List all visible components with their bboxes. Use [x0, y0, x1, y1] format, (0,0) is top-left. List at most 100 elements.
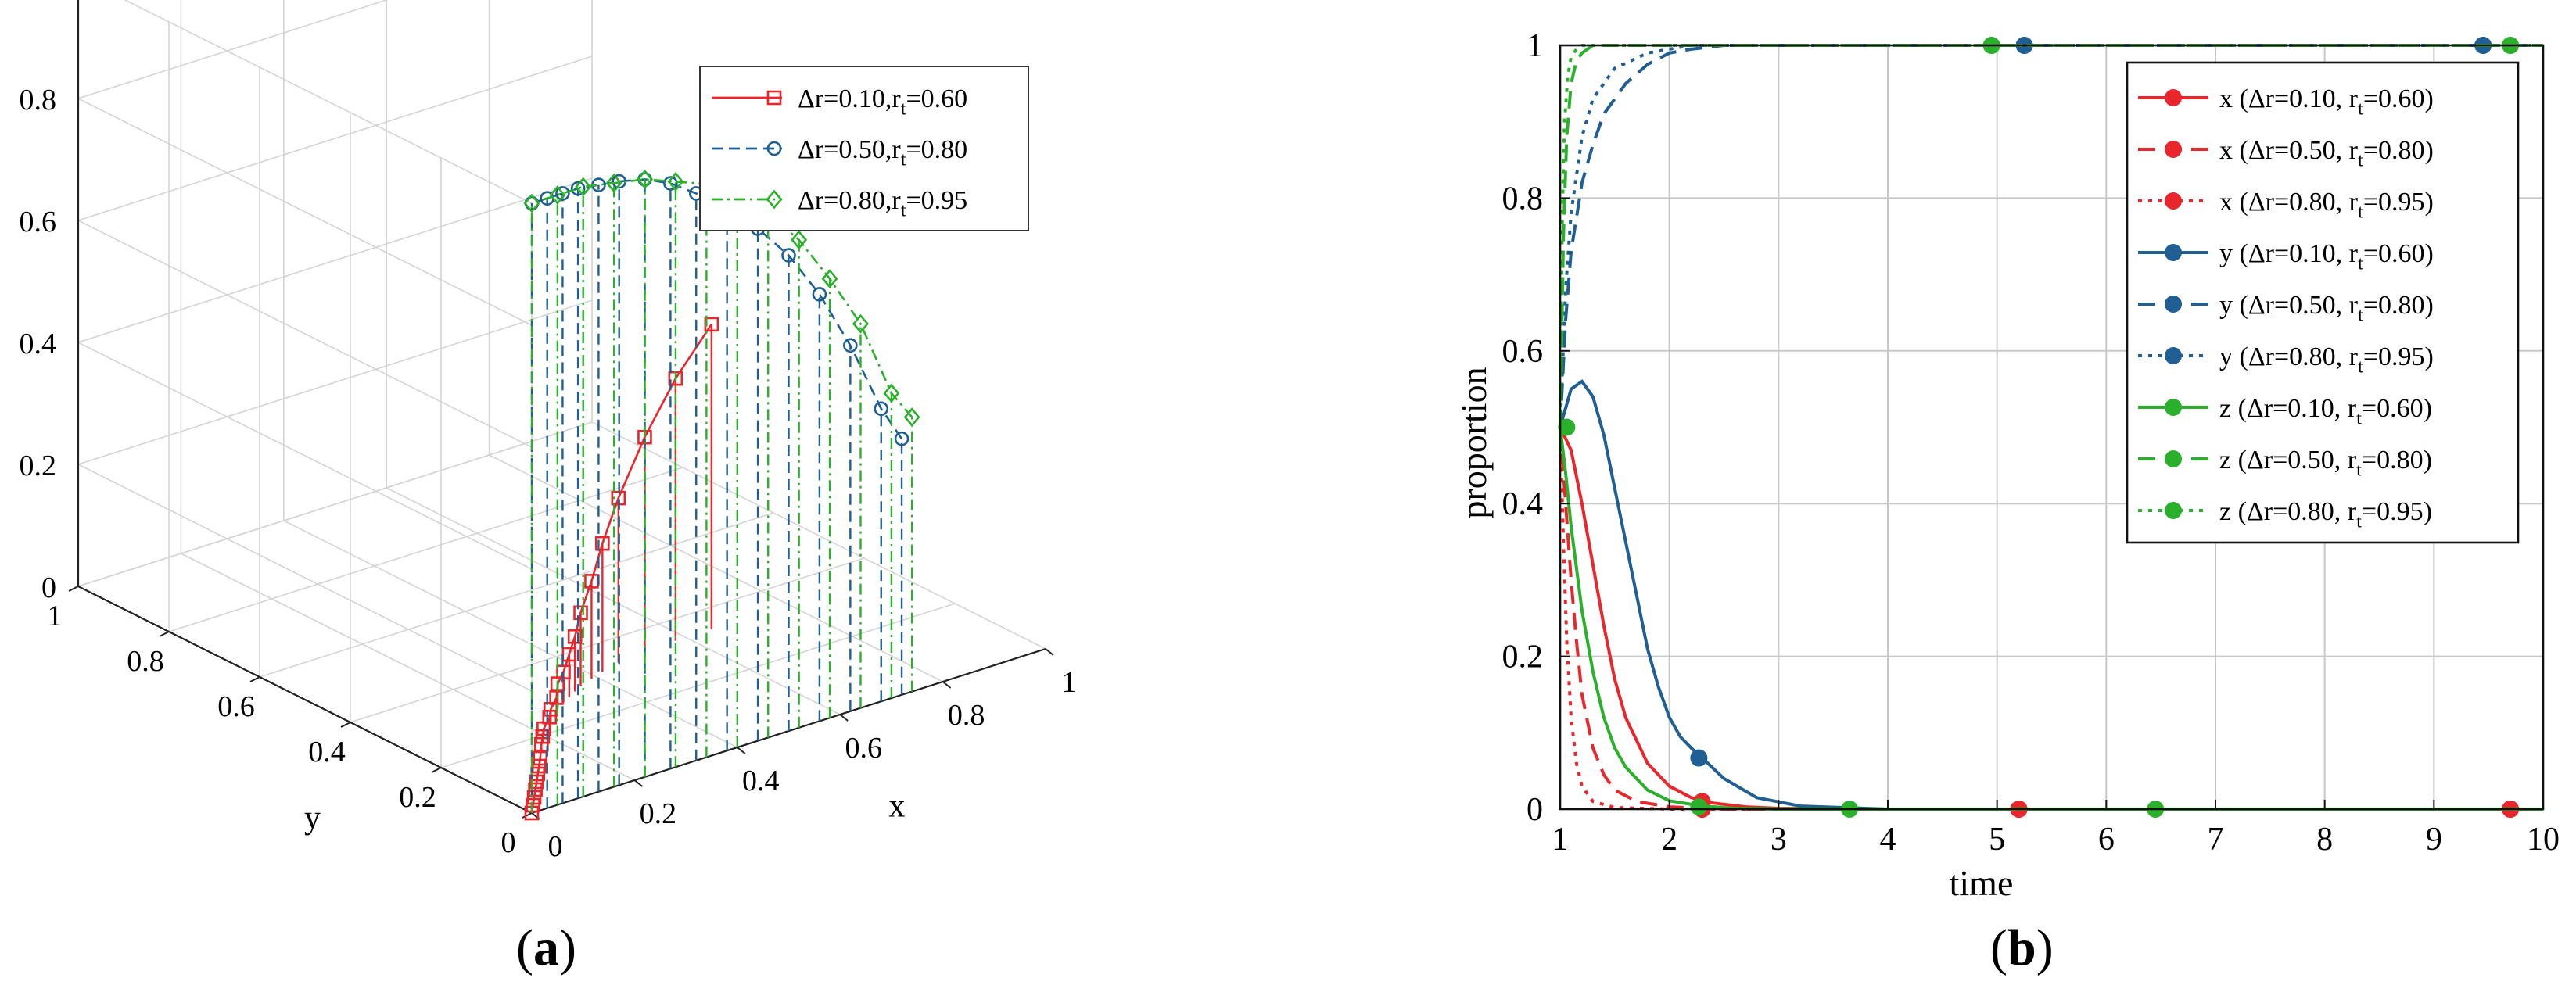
legend-b-marker [2165, 502, 2182, 519]
x-tick-label: 5 [1989, 822, 2005, 858]
y-tick-mark [340, 722, 351, 728]
trajectory-marker [852, 313, 869, 334]
y-tick-label: 0.8 [1502, 181, 1544, 217]
legend-b-marker [2165, 89, 2182, 106]
x-axis-label: x [888, 789, 905, 825]
legend-a-marker [766, 189, 783, 210]
trajectory-marker [575, 177, 592, 197]
trajectory-marker [843, 338, 858, 353]
z-tick-label: 0.4 [20, 328, 57, 360]
x-tick-label: 0 [548, 830, 563, 863]
y-tick-mark [431, 767, 442, 773]
trajectory-marker [526, 797, 540, 813]
trajectory-marker [534, 736, 549, 752]
x-tick-mark [633, 779, 644, 787]
x-tick-label: 2 [1661, 822, 1677, 858]
y-tick-mark [249, 676, 260, 682]
y-tick-label: 0 [1527, 792, 1543, 828]
panel-label-b: (b) [1990, 919, 2054, 976]
legend-b-label: y (Δr=0.50, rt=0.80) [2219, 291, 2434, 326]
x-tick-label: 4 [1880, 822, 1896, 858]
y-tick-mark [522, 812, 533, 819]
plot-frame [1559, 44, 2545, 811]
z-tick-label: 0.8 [20, 84, 57, 116]
legend-b-label: z (Δr=0.10, rt=0.60) [2219, 394, 2432, 429]
trajectory-marker [531, 758, 547, 774]
legend-a-label: Δr=0.50,rt=0.80 [798, 135, 967, 170]
x-tick-mark [1045, 648, 1054, 656]
y-axis-line [77, 586, 533, 814]
legend-a-marker [766, 90, 782, 106]
trajectory-marker [529, 774, 544, 790]
y-tick-label: 0.2 [1502, 639, 1544, 675]
trajectory-marker [595, 536, 610, 551]
series-marker [1558, 418, 1576, 436]
trajectory-marker [663, 176, 678, 191]
trajectory-marker [533, 750, 548, 766]
legend-a-marker [766, 141, 782, 156]
x-tick-label: 7 [2208, 822, 2224, 858]
x-tick-label: 0.2 [640, 797, 677, 830]
series-line [1559, 379, 2543, 811]
x-tick-label: 0.8 [948, 699, 985, 732]
trajectory-marker [812, 287, 827, 302]
y-axis-label: y [304, 801, 321, 836]
y-tick-mark [68, 586, 79, 592]
trajectory-marker [894, 431, 909, 446]
trajectory-marker [526, 790, 542, 805]
x-tick-label: 10 [2527, 822, 2560, 858]
trajectory-marker [637, 169, 654, 189]
x-tick-mark [839, 714, 849, 722]
legend-b-label: x (Δr=0.10, rt=0.60) [2219, 84, 2434, 120]
x-tick-label: 6 [2098, 822, 2115, 858]
x-tick-label: 8 [2316, 822, 2333, 858]
legend-b-marker [2165, 141, 2182, 158]
x-tick-label: 0.4 [742, 765, 780, 797]
series-b-3 [1559, 379, 2543, 811]
trajectory-line [530, 324, 712, 814]
legend-a-label: Δr=0.10,rt=0.60 [798, 84, 967, 120]
y-tick-label: 0.8 [127, 645, 164, 678]
legend-b-marker [2165, 347, 2182, 364]
legend-b-marker [2165, 192, 2182, 210]
y-tick-label: 1 [48, 600, 63, 632]
trajectory-marker [704, 317, 719, 332]
chart-b-proportion-time: 1 2 3 4 5 6 7 8 9 10 0 0.2 0.4 0.6 0.8 1 time proportion x… [1454, 28, 2560, 903]
legend-b-label: x (Δr=0.50, rt=0.80) [2219, 136, 2434, 171]
series-line [1559, 44, 2543, 428]
x-tick-label: 9 [2426, 822, 2442, 858]
y-tick-label: 0.4 [308, 736, 346, 768]
trajectory-marker [542, 709, 558, 725]
x-tick-label: 1 [1552, 822, 1569, 858]
x-tick-label: 3 [1771, 822, 1787, 858]
series-marker [1690, 749, 1708, 767]
trajectory-marker [791, 230, 808, 250]
x-tick-mark [942, 681, 952, 689]
z-tick-label: 0.2 [20, 450, 57, 482]
legend-b-marker [2165, 399, 2182, 416]
legend-b-label: y (Δr=0.10, rt=0.60) [2219, 239, 2434, 274]
panel-label-a: (a) [516, 919, 576, 976]
legend-b-marker [2165, 450, 2182, 467]
trajectory-marker [874, 401, 889, 417]
series-3d-2 [523, 169, 920, 813]
legend-b-label: z (Δr=0.50, rt=0.80) [2219, 446, 2432, 481]
trajectory-marker [567, 629, 583, 644]
legend-b-label: z (Δr=0.80, rt=0.95) [2219, 497, 2432, 532]
trajectory-marker [523, 193, 540, 213]
legend-b-marker [2165, 244, 2182, 261]
trajectory-marker [570, 181, 586, 196]
y-axis-label: proportion [1454, 367, 1494, 518]
x-axis-label: time [1950, 863, 2014, 903]
trajectory-marker [549, 185, 566, 205]
legend-b: x (Δr=0.10, rt=0.60) x (Δr=0.50, rt=0.80)… [2126, 61, 2520, 544]
trajectory-marker [605, 173, 622, 193]
legend-b-marker [2165, 296, 2182, 313]
x-tick-label: 0.6 [845, 732, 882, 765]
legend-b-label: x (Δr=0.80, rt=0.95) [2219, 188, 2434, 223]
z-tick-label: 0 [41, 571, 56, 604]
trajectory-marker [555, 186, 570, 201]
y-tick-label: 0.6 [217, 690, 255, 723]
x-tick-label: 1 [1062, 666, 1077, 699]
legend-a-label: Δr=0.80,rt=0.95 [798, 186, 967, 221]
